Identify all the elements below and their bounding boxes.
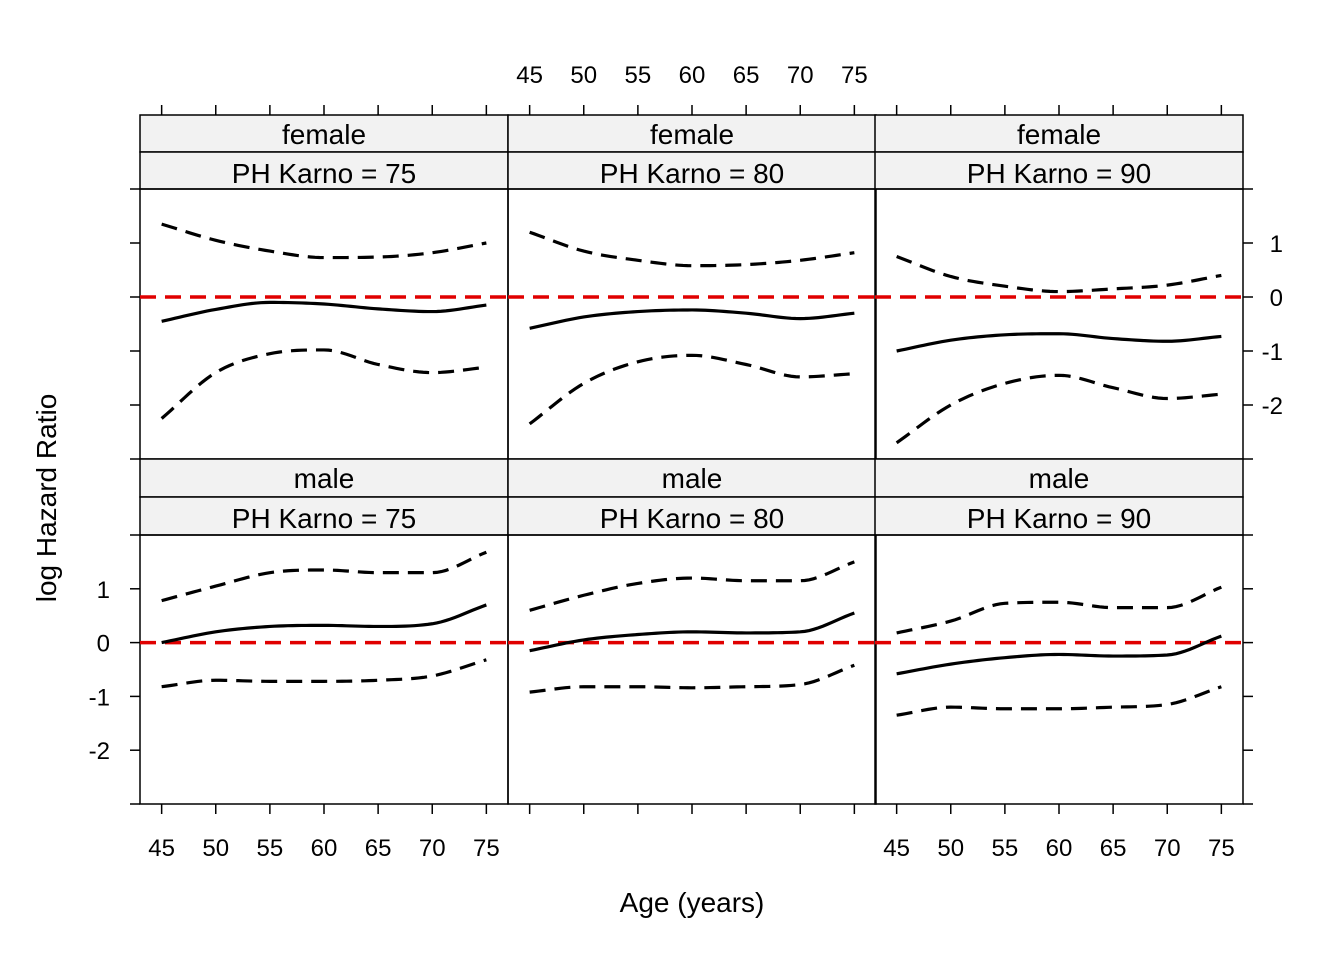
y-tick-label-right: 0 bbox=[1270, 285, 1283, 312]
lower-ci-line bbox=[528, 353, 855, 426]
upper-ci-line bbox=[161, 550, 487, 603]
x-tick-label-top: 75 bbox=[841, 62, 868, 89]
strip-sex-label: male bbox=[1029, 463, 1090, 494]
x-tick-label-top: 60 bbox=[679, 62, 706, 89]
strip-karno-label: PH Karno = 90 bbox=[967, 503, 1151, 534]
estimate-line bbox=[529, 308, 855, 330]
x-tick-label-bottom: 65 bbox=[1100, 835, 1127, 862]
estimate-line bbox=[896, 332, 1222, 353]
x-tick-label-bottom: 75 bbox=[473, 835, 500, 862]
strip-karno-label: PH Karno = 75 bbox=[232, 158, 416, 189]
panel-frame bbox=[874, 188, 1244, 460]
x-tick-label-top: 50 bbox=[570, 62, 597, 89]
upper-ci-line bbox=[529, 230, 855, 268]
estimate-line bbox=[161, 300, 487, 323]
strip-karno-label: PH Karno = 90 bbox=[967, 158, 1151, 189]
x-tick-label-top: 70 bbox=[787, 62, 814, 89]
y-tick-label-right: 1 bbox=[1270, 231, 1283, 258]
strip-bottom-bg bbox=[874, 151, 1244, 190]
x-tick-label-top: 45 bbox=[516, 62, 543, 89]
x-tick-label-top: 65 bbox=[733, 62, 760, 89]
upper-ci-line bbox=[896, 255, 1222, 294]
y-tick-label-left: 0 bbox=[97, 631, 110, 658]
x-tick-label-bottom: 45 bbox=[883, 835, 910, 862]
strip-bottom-bg bbox=[507, 496, 877, 536]
strip-bottom-bg bbox=[874, 496, 1244, 536]
upper-ci-line bbox=[896, 585, 1222, 635]
estimate-line bbox=[161, 603, 487, 645]
strip-sex-label: female bbox=[650, 119, 734, 150]
strip-karno-label: PH Karno = 80 bbox=[600, 158, 784, 189]
strip-bottom-bg bbox=[139, 496, 509, 536]
x-tick-label-top: 55 bbox=[625, 62, 652, 89]
lower-ci-line bbox=[896, 685, 1222, 717]
estimate-line bbox=[896, 634, 1222, 676]
x-tick-label-bottom: 75 bbox=[1208, 835, 1235, 862]
x-tick-label-bottom: 55 bbox=[992, 835, 1019, 862]
strip-karno-label: PH Karno = 75 bbox=[232, 503, 416, 534]
strip-top-bg bbox=[139, 114, 509, 153]
x-tick-label-bottom: 70 bbox=[419, 835, 446, 862]
y-axis-label: log Hazard Ratio bbox=[31, 394, 62, 603]
strip-sex-label: male bbox=[294, 463, 355, 494]
strip-karno-label: PH Karno = 80 bbox=[600, 503, 784, 534]
panel-frame bbox=[507, 534, 877, 805]
x-tick-label-bottom: 55 bbox=[257, 835, 284, 862]
y-tick-label-left: 1 bbox=[97, 577, 110, 604]
lower-ci-line bbox=[895, 373, 1222, 445]
y-tick-label-right: -2 bbox=[1262, 393, 1283, 420]
lower-ci-line bbox=[529, 663, 855, 694]
panel-frame bbox=[139, 534, 509, 805]
lower-ci-line bbox=[161, 658, 487, 689]
series-lines bbox=[140, 222, 1243, 717]
x-tick-label-bottom: 50 bbox=[202, 835, 229, 862]
upper-ci-line bbox=[529, 560, 855, 612]
x-tick-label-bottom: 65 bbox=[365, 835, 392, 862]
strip-bottom-bg bbox=[139, 151, 509, 190]
upper-ci-line bbox=[161, 222, 487, 260]
strip-sex-label: male bbox=[662, 463, 723, 494]
x-tick-label-bottom: 60 bbox=[311, 835, 338, 862]
panel-frames: female PH Karno = 75 female PH Karno = 80 fe… bbox=[139, 114, 1244, 805]
estimate-line bbox=[529, 611, 855, 653]
y-tick-label-right: -1 bbox=[1262, 339, 1283, 366]
y-tick-label-left: -1 bbox=[89, 684, 110, 711]
x-tick-label-bottom: 70 bbox=[1154, 835, 1181, 862]
panel-frame bbox=[139, 188, 509, 460]
x-tick-label-bottom: 50 bbox=[937, 835, 964, 862]
strip-sex-label: female bbox=[282, 119, 366, 150]
x-tick-label-bottom: 45 bbox=[148, 835, 175, 862]
y-tick-label-left: -2 bbox=[89, 738, 110, 765]
strip-sex-label: female bbox=[1017, 119, 1101, 150]
x-tick-label-bottom: 60 bbox=[1046, 835, 1073, 862]
x-axis-label: Age (years) bbox=[620, 887, 765, 918]
panel-frame bbox=[507, 188, 877, 460]
panel-frame bbox=[874, 534, 1244, 805]
axes: 45 50 55 60 65 70 75 45 50 55 60 65 70 75 45 50 55 60 65 70… bbox=[89, 62, 1283, 862]
strip-top-bg bbox=[874, 458, 1244, 498]
lower-ci-line bbox=[160, 348, 487, 420]
